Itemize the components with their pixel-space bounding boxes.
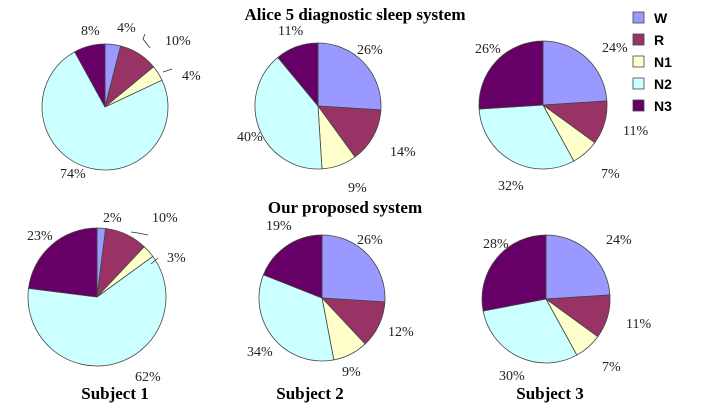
legend-label-n1: N1	[654, 54, 672, 70]
pct-label-r: 11%	[623, 124, 648, 139]
pie-proposed-subject-1: 2% 10% 3% 62% 23%	[27, 211, 186, 385]
pct-label-n3: 23%	[27, 229, 53, 244]
label-leader-line	[150, 257, 159, 265]
pct-label-n1: 7%	[601, 167, 620, 182]
pie-slice-n3	[74, 43, 106, 108]
pct-label-n3: 28%	[483, 237, 509, 252]
subject-label-1: Subject 1	[81, 384, 149, 403]
group-title-proposed: Our proposed system	[268, 198, 422, 217]
pie-slice-r	[317, 105, 382, 158]
pct-label-w: 26%	[357, 43, 383, 58]
pct-label-r: 11%	[626, 317, 651, 332]
group-title-alice: Alice 5 diagnostic sleep system	[245, 5, 466, 24]
pie-slice-n3	[262, 234, 323, 299]
pie-slice-n2	[254, 56, 323, 170]
legend-swatch-r	[632, 33, 645, 46]
pct-label-n3: 19%	[266, 219, 292, 234]
legend-swatch-n3	[632, 99, 645, 112]
pct-label-n3: 26%	[475, 42, 501, 57]
pie-alice-subject-3: 24% 11% 7% 32% 26%	[475, 40, 648, 194]
pie-slice-n2	[258, 274, 335, 362]
pct-label-r: 10%	[152, 211, 178, 226]
pie-proposed-subject-3: 24% 11% 7% 30% 28%	[481, 233, 651, 384]
pct-label-w: 24%	[602, 41, 628, 56]
chart-legend: W R N1 N2 N3	[632, 10, 672, 114]
legend-label-w: W	[654, 10, 668, 26]
legend-label-r: R	[654, 32, 664, 48]
pct-label-n1: 9%	[348, 181, 367, 196]
pct-label-w: 24%	[606, 233, 632, 248]
pct-label-n1: 7%	[602, 360, 621, 375]
pct-label-n1: 4%	[182, 69, 201, 84]
pct-label-r: 14%	[390, 145, 416, 160]
legend-swatch-n1	[632, 55, 645, 68]
pie-proposed-subject-2: 26% 12% 9% 34% 19%	[247, 219, 414, 380]
pct-label-r: 12%	[388, 325, 414, 340]
pct-label-n2: 34%	[247, 345, 273, 360]
legend-swatch-n2	[632, 77, 645, 90]
pie-charts: 4% 10% 4% 74% 8% 26% 14% 9% 40% 11% 24% 11% 7% 32% 26%…	[27, 21, 651, 385]
pct-label-n2: 74%	[60, 167, 86, 182]
pie-slice-n2	[41, 51, 169, 171]
label-leader-line	[130, 231, 149, 236]
pct-label-w: 26%	[357, 233, 383, 248]
pct-label-r: 10%	[165, 34, 191, 49]
pct-label-n2: 62%	[135, 370, 161, 385]
pct-label-n1: 3%	[167, 251, 186, 266]
pie-slice-w	[317, 42, 382, 111]
pie-alice-subject-1: 4% 10% 4% 74% 8%	[41, 21, 201, 182]
legend-label-n2: N2	[654, 76, 672, 92]
pie-slice-w	[542, 40, 608, 106]
pie-alice-subject-2: 26% 14% 9% 40% 11%	[237, 24, 416, 196]
pct-label-n2: 30%	[499, 369, 525, 384]
pct-label-n2: 32%	[498, 179, 524, 194]
pie-slice-n2	[478, 104, 575, 170]
pie-slice-w	[545, 234, 611, 300]
pct-label-n3: 8%	[81, 24, 100, 39]
pie-slice-n2	[27, 255, 167, 367]
pie-slice-n3	[28, 227, 98, 298]
pie-slice-n3	[481, 234, 547, 312]
pct-label-w: 2%	[103, 211, 122, 226]
label-leader-line	[142, 33, 151, 49]
pie-slice-w	[321, 234, 386, 303]
pct-label-n2: 40%	[237, 130, 263, 145]
label-leader-line	[162, 68, 173, 73]
subject-label-2: Subject 2	[276, 384, 344, 403]
pie-slice-n3	[478, 40, 544, 110]
pie-slice-n3	[277, 42, 319, 108]
subject-label-3: Subject 3	[516, 384, 584, 403]
legend-label-n3: N3	[654, 98, 672, 114]
pct-label-w: 4%	[117, 21, 136, 36]
pct-label-n1: 9%	[342, 365, 361, 380]
pie-slice-n2	[482, 298, 578, 364]
pct-label-n3: 11%	[278, 24, 303, 39]
legend-swatch-w	[632, 11, 645, 24]
